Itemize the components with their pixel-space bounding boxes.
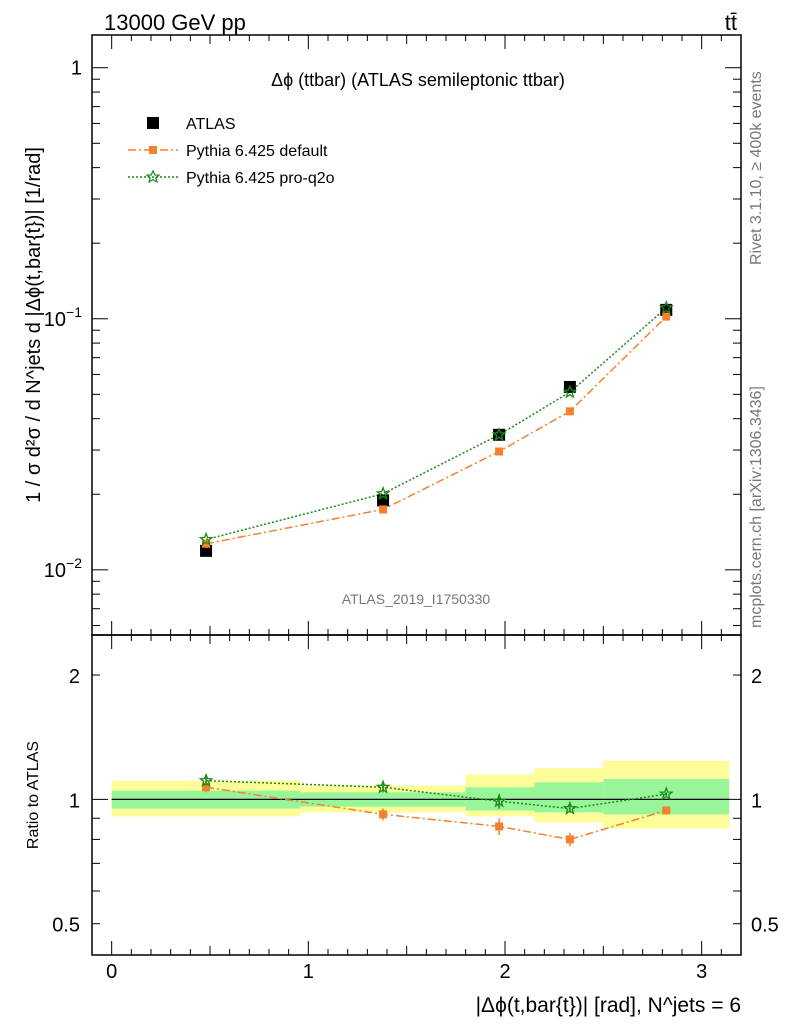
data-point-proq2o <box>491 426 507 442</box>
ratio-point-default <box>379 810 388 819</box>
x-axis-label: |Δϕ(t,bar{t})| [rad], N^jets = 6 <box>476 994 741 1017</box>
main-title: Δϕ (ttbar) (ATLAS semileptonic ttbar) <box>271 70 565 90</box>
ratio-point-proq2o <box>375 779 391 794</box>
uncertainty-band-inner <box>534 782 604 813</box>
legend-label-default: Pythia 6.425 default <box>186 143 328 160</box>
data-point-default <box>379 505 388 514</box>
ratio-point-default <box>202 783 211 792</box>
source-label: mcplots.cern.ch [arXiv:1306.3436] <box>748 386 765 628</box>
main-panel: Δϕ (ttbar) (ATLAS semileptonic ttbar) 1 … <box>23 34 742 636</box>
x-tick-label: 3 <box>696 961 707 983</box>
data-point-default <box>202 539 211 548</box>
data-point-default <box>662 312 671 321</box>
main-y-axis-label: 1 / σ d²σ / d N^jets d |Δϕ(t,bar{t})| [1… <box>23 147 45 503</box>
ratio-y-tick-label-left: 0.5 <box>52 915 80 937</box>
ratio-point-default <box>565 835 574 844</box>
x-tick-label: 1 <box>303 961 314 983</box>
x-tick-label: 2 <box>499 961 510 983</box>
ratio-point-proq2o <box>658 786 674 801</box>
legend: ATLAS Pythia 6.425 default Pythia 6.425 … <box>128 116 335 187</box>
main-y-tick-label: 10−2 <box>44 555 82 582</box>
ratio-y-tick-label-left: 2 <box>69 666 80 688</box>
ratio-point-proq2o <box>198 772 214 787</box>
ratio-point-default <box>495 822 504 831</box>
data-point-atlas <box>200 544 213 557</box>
process-label: tt̄ <box>725 10 737 35</box>
ratio-point-default <box>662 806 671 815</box>
data-point-proq2o <box>198 531 214 546</box>
ratio-y-axis-label: Ratio to ATLAS <box>25 741 42 849</box>
data-point-proq2o <box>375 485 391 501</box>
data-point-proq2o <box>562 384 578 399</box>
legend-marker-default <box>149 146 157 154</box>
legend-marker-atlas <box>147 117 159 129</box>
energy-label: 13000 GeV pp <box>104 10 246 35</box>
legend-label-atlas: ATLAS <box>186 116 236 133</box>
series-line-proq2o <box>205 307 667 541</box>
data-point-proq2o <box>658 300 674 315</box>
data-point-default <box>495 447 504 456</box>
rivet-label: Rivet 3.1.10, ≥ 400k events <box>748 71 765 265</box>
ratio-point-proq2o <box>562 800 578 815</box>
ratio-y-tick-label-right: 1 <box>751 790 762 812</box>
legend-marker-proq2o <box>145 169 161 184</box>
ratio-y-tick-label-right: 2 <box>751 666 762 688</box>
data-point-default <box>565 407 574 416</box>
legend-label-proq2o: Pythia 6.425 pro-q2o <box>186 170 335 187</box>
ratio-y-tick-label-right: 0.5 <box>751 915 779 937</box>
main-y-tick-label: 10−1 <box>44 304 82 331</box>
x-tick-label: 0 <box>106 961 117 983</box>
ratio-frame <box>91 634 742 956</box>
ratio-point-proq2o <box>491 793 507 808</box>
ratio-panel: Ratio to ATLAS |Δϕ(t,bar{t})| [rad], N^j… <box>25 634 779 1017</box>
series-line-default <box>205 316 667 545</box>
ratio-y-tick-label-left: 1 <box>69 790 80 812</box>
watermark: ATLAS_2019_I1750330 <box>342 591 491 607</box>
main-y-tick-label: 1 <box>71 58 82 80</box>
